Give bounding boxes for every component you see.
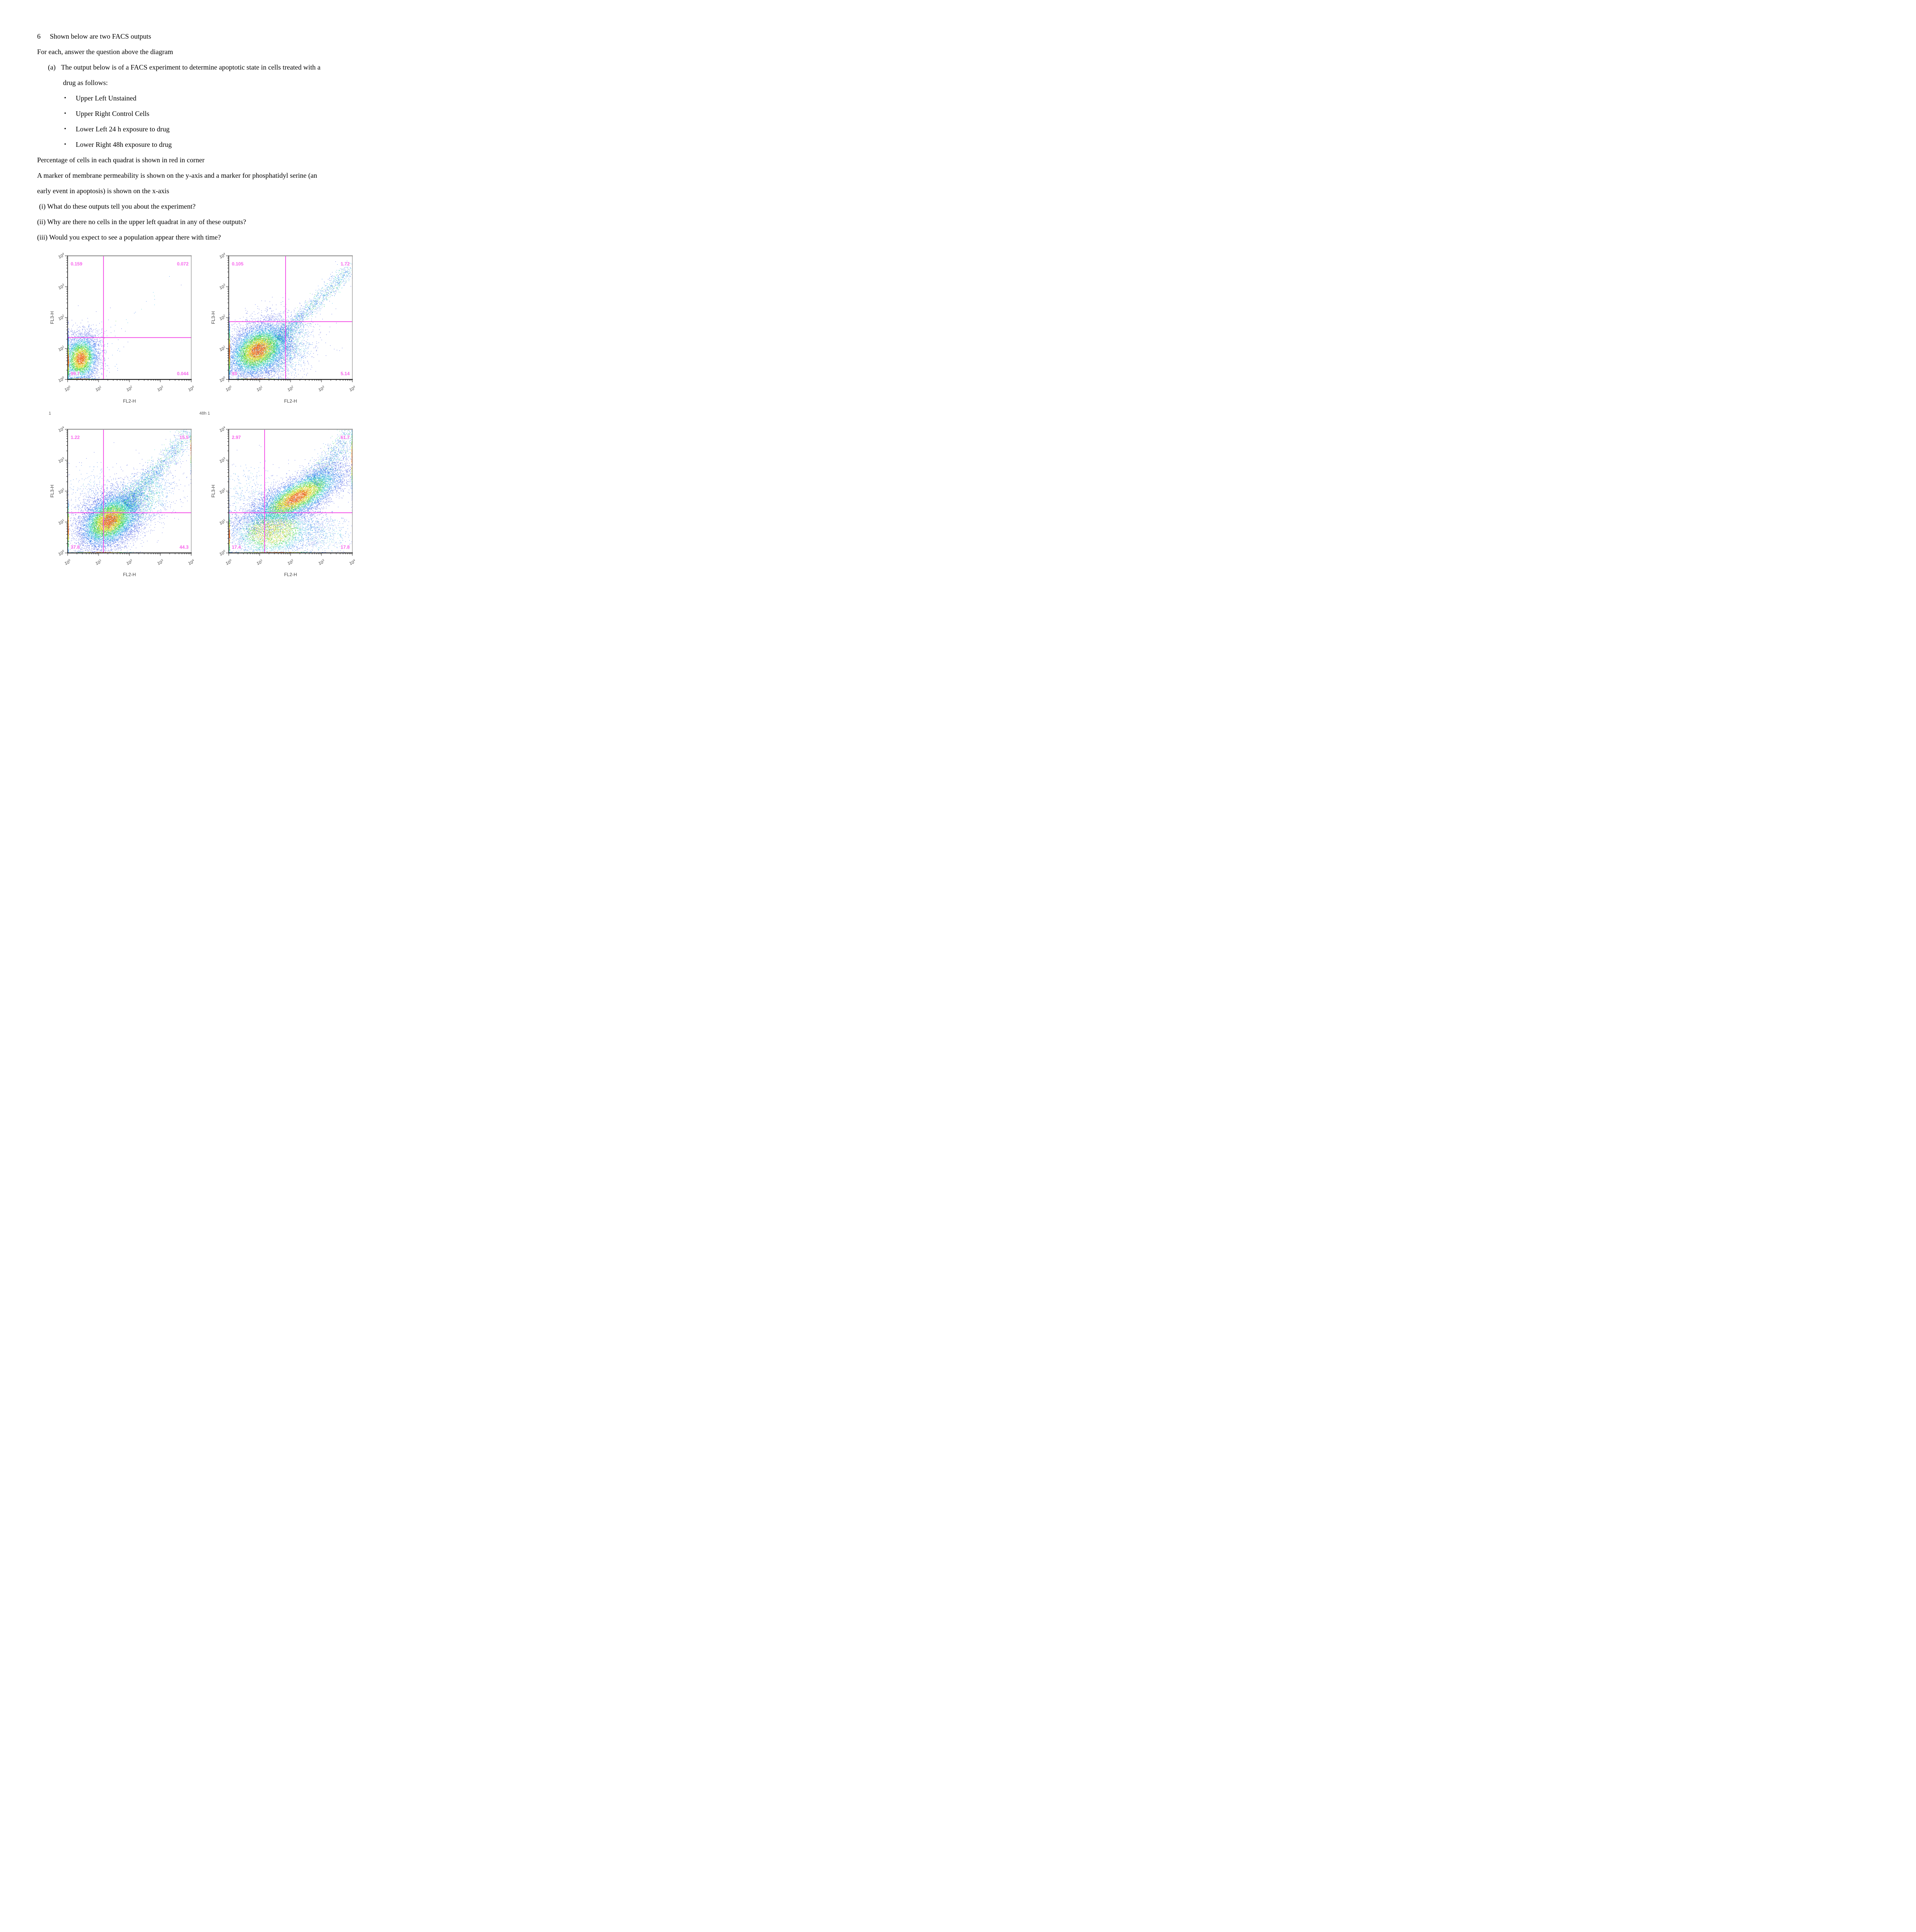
y-axis-label: FL3-H: [49, 311, 55, 324]
quadrant-pct-upper-left: 1.22: [70, 435, 80, 440]
facs-plots-area: 100 101 102 103 104 100 101 102 103 104 FL2-H FL3-H…: [0, 0, 425, 602]
quadrant-pct-lower-left: 17.4: [231, 544, 241, 550]
quadrant-pct-lower-left: 99.7: [70, 371, 80, 377]
quadrant-pct-lower-right: 5.14: [340, 371, 350, 377]
instruction-line: For each, answer the question above the …: [37, 48, 173, 56]
plot-title-48h: 48h 1: [199, 411, 210, 416]
quadrant-pct-upper-right: 61.7: [340, 435, 350, 440]
quadrant-pct-lower-left: 93: [231, 371, 238, 377]
note-axes-2: early event in apoptosis) is shown on th…: [37, 187, 169, 195]
y-axis-label: FL3-H: [211, 311, 216, 324]
plot-title-24h: 1: [49, 411, 51, 416]
facs-plot-48h: [223, 427, 355, 561]
sub-question-ii: (ii) Why are there no cells in the upper…: [37, 218, 246, 226]
bullet-icon: •: [64, 111, 66, 117]
bullet-icon: •: [64, 126, 66, 132]
bullet-item-lower-left: Lower Left 24 h exposure to drug: [76, 125, 170, 133]
question-heading-text: Shown below are two FACS outputs: [50, 32, 151, 40]
quadrant-pct-upper-right: 0.072: [176, 261, 189, 267]
part-a-line: (a) The output below is of a FACS experim…: [48, 63, 320, 71]
quadrant-pct-upper-right: 15.5: [179, 435, 189, 440]
quadrant-pct-upper-left: 0.159: [70, 261, 83, 267]
quadrant-pct-upper-left: 0.105: [231, 261, 244, 267]
x-axis-label: FL2-H: [123, 572, 136, 577]
y-axis-label: FL3-H: [49, 485, 55, 498]
quadrant-pct-upper-left: 2.97: [231, 435, 241, 440]
document-page: 6 Shown below are two FACS outputs For ea…: [0, 0, 425, 602]
quadrant-pct-upper-right: 1.72: [340, 261, 350, 267]
facs-plot-24h: [61, 427, 194, 561]
note-percentages: Percentage of cells in each quadrat is s…: [37, 156, 205, 164]
quadrant-pct-lower-right: 0.044: [176, 371, 189, 377]
part-a-text: The output below is of a FACS experiment…: [61, 63, 321, 71]
bullet-icon: •: [64, 95, 66, 101]
note-axes-1: A marker of membrane permeability is sho…: [37, 172, 317, 179]
sub-question-iii: (iii) Would you expect to see a populati…: [37, 233, 221, 241]
bullet-item-lower-right: Lower Right 48h exposure to drug: [76, 141, 172, 148]
sub-question-i: (i) What do these outputs tell you about…: [39, 202, 196, 210]
question-heading: 6 Shown below are two FACS outputs: [37, 32, 151, 41]
x-axis-label: FL2-H: [123, 398, 136, 404]
bullet-icon: •: [64, 141, 66, 148]
bullet-item-upper-right: Upper Right Control Cells: [76, 110, 150, 117]
x-axis-label: FL2-H: [284, 572, 297, 577]
quadrant-pct-lower-left: 37.8: [70, 544, 80, 550]
facs-plot-unstained: [61, 253, 194, 387]
bullet-item-upper-left: Upper Left Unstained: [76, 94, 136, 102]
facs-plot-control: [223, 253, 355, 387]
part-a-text-cont: drug as follows:: [63, 79, 108, 87]
question-number: 6: [37, 32, 41, 40]
x-axis-label: FL2-H: [284, 398, 297, 404]
quadrant-pct-lower-right: 44.3: [179, 544, 189, 550]
part-a-label: (a): [48, 63, 56, 71]
y-axis-label: FL3-H: [211, 485, 216, 498]
quadrant-pct-lower-right: 17.8: [340, 544, 350, 550]
